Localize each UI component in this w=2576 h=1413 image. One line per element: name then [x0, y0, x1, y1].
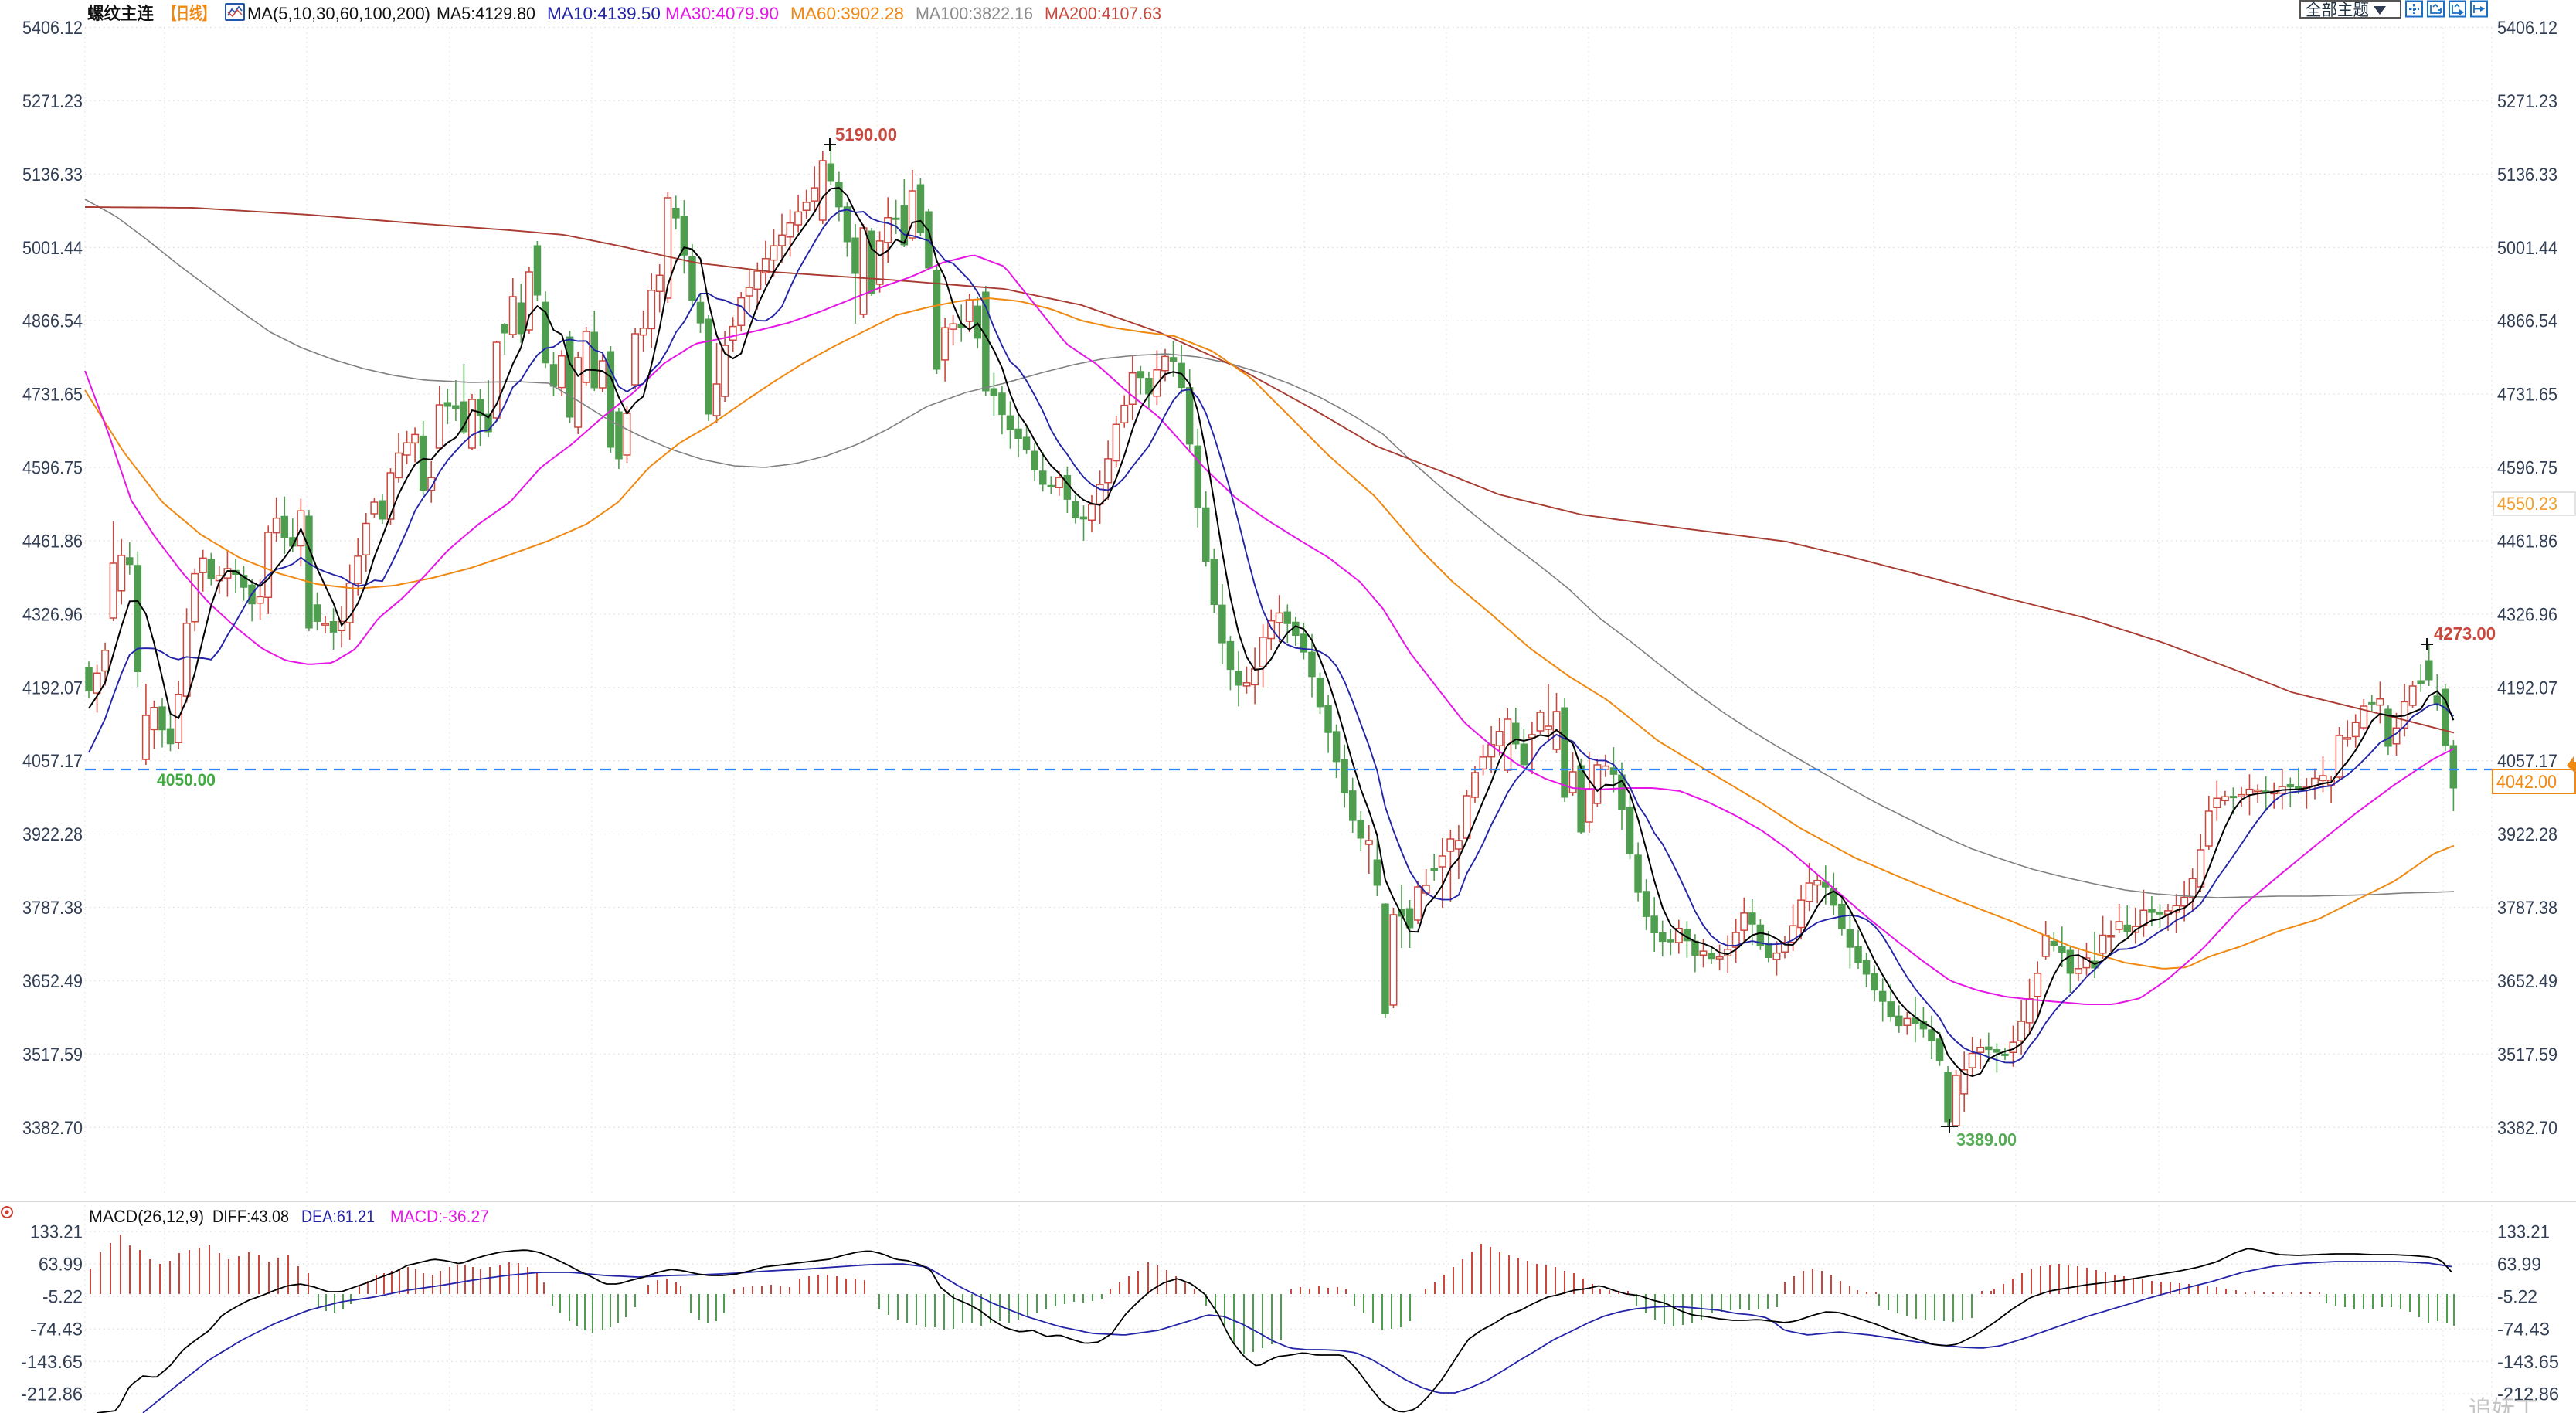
- svg-text:4192.07: 4192.07: [22, 678, 83, 698]
- svg-text:4731.65: 4731.65: [2497, 385, 2557, 406]
- svg-text:3382.70: 3382.70: [22, 1118, 83, 1139]
- svg-text:-74.43: -74.43: [2497, 1320, 2550, 1340]
- svg-text:MA200:4107.63: MA200:4107.63: [1045, 4, 1161, 23]
- svg-text:5271.23: 5271.23: [22, 91, 83, 112]
- svg-text:DIFF:43.08: DIFF:43.08: [212, 1207, 289, 1226]
- svg-text:3652.49: 3652.49: [2497, 971, 2557, 992]
- svg-text:3922.28: 3922.28: [22, 824, 83, 845]
- svg-text:4866.54: 4866.54: [2497, 311, 2557, 332]
- svg-text:MA10:4139.50: MA10:4139.50: [547, 4, 661, 23]
- svg-text:-143.65: -143.65: [2497, 1352, 2559, 1373]
- svg-text:MACD(26,12,9): MACD(26,12,9): [89, 1207, 204, 1226]
- svg-text:5406.12: 5406.12: [22, 18, 83, 39]
- svg-text:4057.17: 4057.17: [22, 751, 83, 772]
- svg-text:5136.33: 5136.33: [2497, 165, 2557, 185]
- svg-text:MA5:4129.80: MA5:4129.80: [437, 4, 535, 23]
- svg-text:追妩工: 追妩工: [2469, 1397, 2538, 1413]
- svg-text:63.99: 63.99: [39, 1255, 83, 1275]
- svg-text:-74.43: -74.43: [30, 1320, 83, 1340]
- svg-text:5271.23: 5271.23: [2497, 91, 2557, 112]
- svg-text:4273.00: 4273.00: [2434, 623, 2496, 644]
- svg-text:4461.86: 4461.86: [22, 531, 83, 552]
- svg-text:4042.00: 4042.00: [2496, 772, 2557, 793]
- svg-text:133.21: 133.21: [30, 1222, 83, 1243]
- svg-text:MA(5,10,30,60,100,200): MA(5,10,30,60,100,200): [247, 4, 430, 23]
- svg-text:4596.75: 4596.75: [22, 458, 83, 479]
- svg-text:4550.23: 4550.23: [2497, 494, 2557, 515]
- svg-text:-143.65: -143.65: [21, 1352, 83, 1373]
- svg-text:3652.49: 3652.49: [22, 971, 83, 992]
- svg-text:3787.38: 3787.38: [22, 898, 83, 919]
- svg-text:3517.59: 3517.59: [22, 1044, 83, 1065]
- svg-text:螺纹主连: 螺纹主连: [87, 4, 155, 23]
- svg-text:3389.00: 3389.00: [1956, 1129, 2017, 1150]
- svg-text:MA30:4079.90: MA30:4079.90: [665, 4, 779, 23]
- svg-text:4050.00: 4050.00: [157, 770, 216, 790]
- svg-text:【日线】: 【日线】: [164, 4, 215, 23]
- svg-text:5001.44: 5001.44: [22, 238, 83, 259]
- svg-text:-5.22: -5.22: [42, 1287, 83, 1308]
- svg-text:4326.96: 4326.96: [22, 604, 83, 625]
- svg-text:4461.86: 4461.86: [2497, 531, 2557, 552]
- svg-text:63.99: 63.99: [2497, 1255, 2541, 1275]
- svg-text:3382.70: 3382.70: [2497, 1118, 2557, 1139]
- svg-text:4057.17: 4057.17: [2497, 751, 2557, 772]
- svg-text:3517.59: 3517.59: [2497, 1044, 2557, 1065]
- svg-text:133.21: 133.21: [2497, 1222, 2550, 1243]
- svg-text:-212.86: -212.86: [21, 1384, 83, 1405]
- svg-text:-5.22: -5.22: [2497, 1287, 2537, 1308]
- svg-text:5001.44: 5001.44: [2497, 238, 2557, 259]
- svg-text:-212.86: -212.86: [2497, 1384, 2559, 1405]
- svg-text:4192.07: 4192.07: [2497, 678, 2557, 698]
- svg-text:4866.54: 4866.54: [22, 311, 83, 332]
- svg-text:5136.33: 5136.33: [22, 165, 83, 185]
- svg-text:DEA:61.21: DEA:61.21: [301, 1207, 375, 1226]
- svg-text:5190.00: 5190.00: [835, 124, 897, 144]
- svg-text:3922.28: 3922.28: [2497, 824, 2557, 845]
- svg-text:4326.96: 4326.96: [2497, 604, 2557, 625]
- svg-text:MA60:3902.28: MA60:3902.28: [790, 4, 904, 23]
- svg-text:MA100:3822.16: MA100:3822.16: [916, 4, 1033, 23]
- svg-text:4731.65: 4731.65: [22, 385, 83, 406]
- svg-text:全部主题: 全部主题: [2306, 2, 2369, 19]
- svg-text:MACD:-36.27: MACD:-36.27: [390, 1207, 489, 1226]
- svg-text:4596.75: 4596.75: [2497, 458, 2557, 479]
- svg-text:3787.38: 3787.38: [2497, 898, 2557, 919]
- svg-text:5406.12: 5406.12: [2497, 18, 2557, 39]
